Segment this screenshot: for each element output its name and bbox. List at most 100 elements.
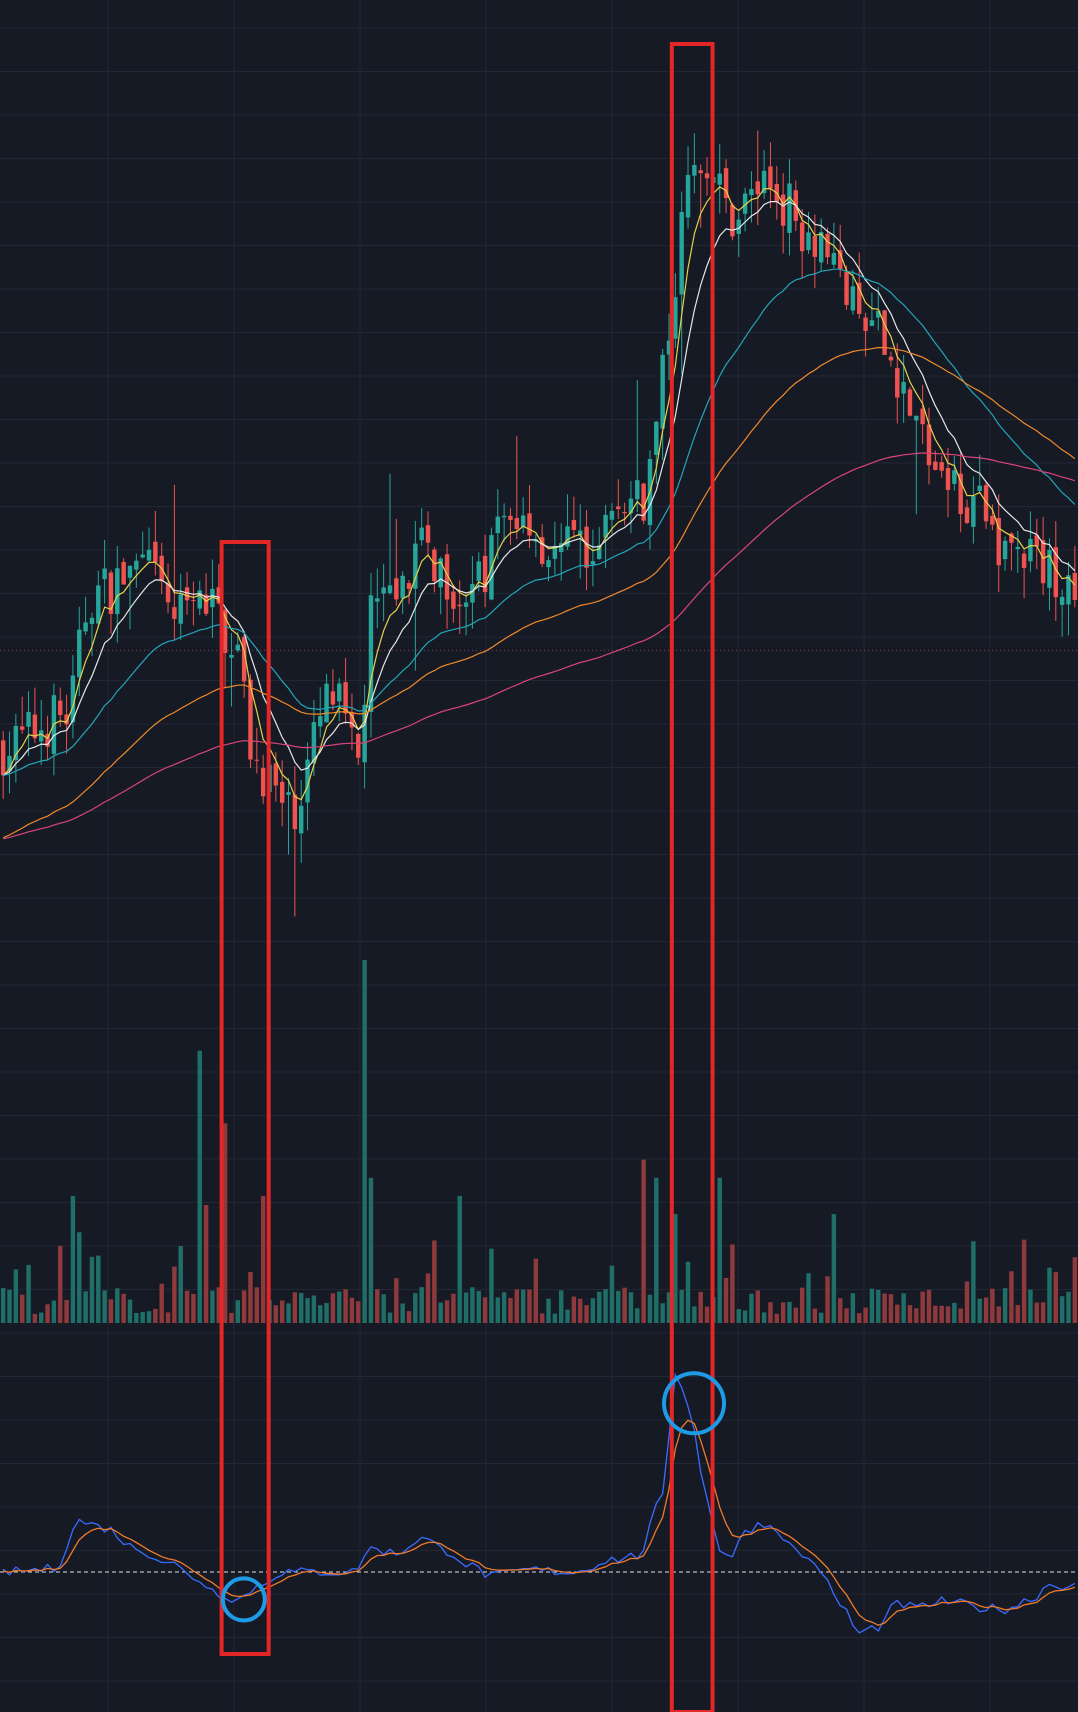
candle-up (558, 543, 564, 552)
volume-bar-up (197, 1050, 202, 1323)
volume-panel (0, 960, 1078, 1323)
candle-up (603, 514, 608, 538)
candle-down (844, 272, 849, 305)
volume-bar-down (914, 1308, 919, 1323)
volume-bar-down (1034, 1302, 1040, 1323)
volume-bar-up (298, 1293, 304, 1323)
volume-bar-down (165, 1312, 171, 1323)
oscillator-panel (0, 1372, 1078, 1634)
candle-up (286, 792, 291, 795)
volume-bar-down (907, 1305, 913, 1323)
volume-bar-up (806, 1273, 811, 1323)
candle-down (425, 525, 431, 543)
volume-bar-up (0, 1288, 6, 1323)
volume-bar-down (279, 1300, 285, 1323)
candle-up (597, 545, 602, 560)
candle-up (362, 704, 367, 763)
candle-up (83, 622, 88, 632)
volume-bar-up (178, 1246, 183, 1323)
candle-up (419, 527, 424, 541)
candle-up (1015, 546, 1020, 549)
candle-down (939, 462, 944, 471)
volume-bar-up (235, 1300, 241, 1323)
candle-up (806, 232, 811, 251)
candle-down (432, 549, 437, 582)
volume-bar-up (876, 1289, 881, 1323)
candle-up (685, 174, 691, 218)
volume-bar-down (273, 1305, 279, 1323)
volume-bar-up (679, 1290, 684, 1323)
candle-up (831, 253, 837, 265)
volume-bar-up (1002, 1288, 1008, 1323)
candle-up (146, 549, 152, 561)
volume-bar-down (508, 1297, 513, 1323)
volume-bar-up (140, 1312, 145, 1323)
volume-bar-up (470, 1287, 475, 1323)
volume-bar-up (311, 1295, 317, 1323)
volume-bar-down (584, 1305, 589, 1323)
volume-bar-up (70, 1195, 76, 1323)
volume-bar-down (330, 1293, 336, 1323)
candle-down (584, 526, 589, 568)
volume-bar-down (203, 1205, 209, 1323)
highlight-box (669, 42, 715, 1712)
volume-bar-down (774, 1313, 780, 1323)
volume-bar-up (400, 1303, 405, 1323)
candle-down (723, 168, 729, 199)
candle-up (818, 232, 824, 263)
volume-bar-down (837, 1298, 843, 1323)
candle-up (26, 711, 31, 727)
candle-down (857, 282, 862, 314)
candle-down (616, 506, 621, 510)
volume-bar-down (882, 1293, 887, 1323)
volume-bar-up (1047, 1267, 1052, 1323)
volume-bar-down (857, 1313, 862, 1323)
volume-bar-down (222, 1123, 228, 1323)
volume-bar-down (793, 1307, 799, 1323)
candle-up (520, 515, 526, 527)
volume-bar-up (952, 1302, 957, 1323)
candle-down (203, 594, 209, 614)
volume-bar-down (121, 1293, 126, 1323)
volume-bar-down (622, 1287, 627, 1323)
volume-bar-up (616, 1290, 621, 1323)
candle-up (1047, 549, 1052, 588)
volume-bar-down (527, 1289, 532, 1323)
volume-bar-down (964, 1281, 970, 1323)
candle-up (134, 560, 139, 570)
candle-down (248, 679, 253, 760)
volume-bar-up (463, 1292, 469, 1323)
volume-bar-down (1021, 1239, 1027, 1323)
volume-bar-down (1040, 1302, 1046, 1323)
candle-up (318, 716, 323, 727)
volume-bar-up (489, 1248, 494, 1323)
volume-bar-down (19, 1294, 25, 1323)
volume-bar-up (635, 1308, 640, 1323)
candle-up (413, 543, 418, 589)
volume-bar-up (558, 1290, 564, 1323)
candle-down (780, 194, 786, 226)
candle-down (527, 513, 532, 536)
volume-bar-up (977, 1298, 982, 1323)
candle-up (7, 755, 12, 772)
candle-down (406, 583, 412, 589)
volume-bar-up (96, 1255, 101, 1323)
volume-bar-up (673, 1214, 678, 1323)
volume-bar-down (939, 1305, 944, 1323)
volume-bar-up (51, 1300, 57, 1323)
volume-bar-up (457, 1195, 462, 1323)
candle-up (977, 485, 982, 491)
volume-bar-up (501, 1292, 507, 1323)
candle-up (876, 310, 881, 318)
candle-down (241, 636, 247, 682)
volume-bar-up (324, 1303, 329, 1323)
candle-up (666, 340, 672, 355)
candle-down (926, 424, 932, 466)
candle-up (140, 554, 145, 558)
volume-bar-down (184, 1290, 190, 1323)
volume-bar-down (799, 1287, 805, 1323)
candle-up (901, 381, 906, 394)
candle-down (482, 555, 488, 593)
candle-up (375, 598, 380, 602)
